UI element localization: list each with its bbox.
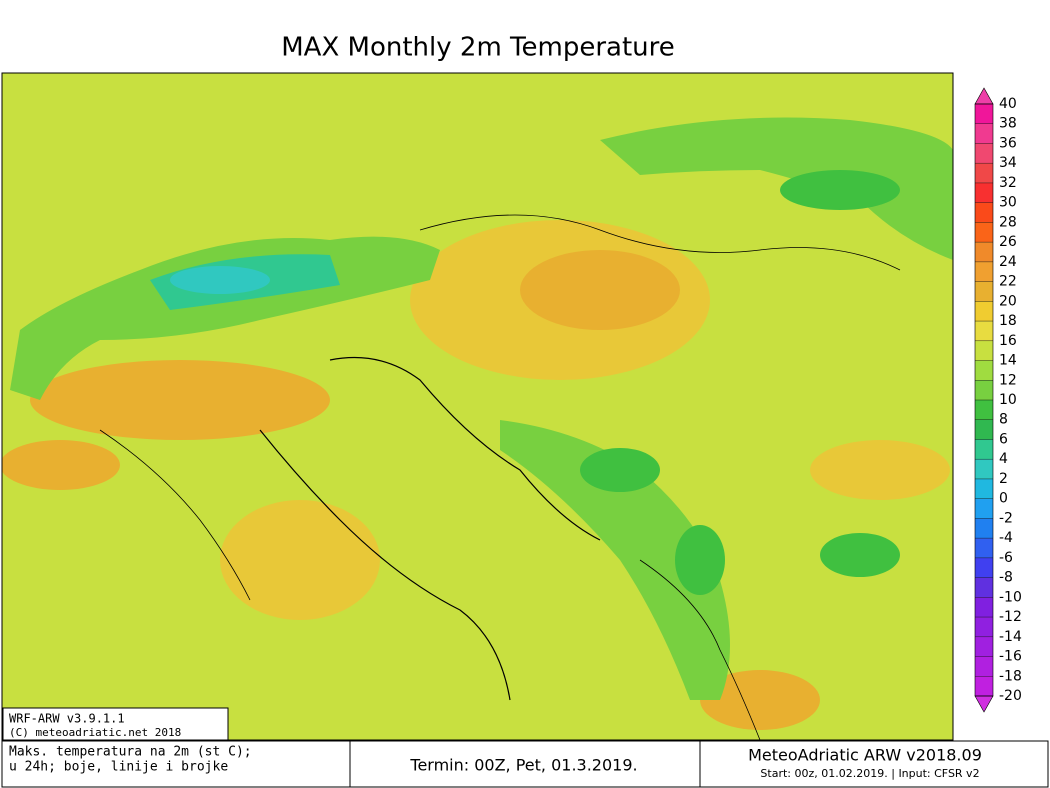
colorbar-band: [975, 360, 993, 381]
field-warm: [220, 500, 380, 620]
colorbar-band: [975, 182, 993, 203]
colorbar-label: 0: [999, 491, 1008, 507]
colorbar-band: [975, 281, 993, 302]
colorbar-label: -2: [999, 510, 1013, 526]
colorbar-band: [975, 321, 993, 341]
colorbar-label: 2: [999, 471, 1008, 487]
colorbar-label: 6: [999, 431, 1008, 447]
brand: MeteoAdriatic ARW v2018.09: [748, 746, 982, 765]
field-cool: [500, 420, 730, 700]
colorbar-band: [975, 636, 993, 657]
field-cold: [170, 266, 270, 294]
colorbar-band: [975, 301, 993, 322]
colorbar-band: [975, 222, 993, 243]
colorbar-label: -6: [999, 550, 1013, 566]
colorbar-label: 12: [999, 372, 1017, 388]
colorbar-band: [975, 439, 993, 460]
title: MAX Monthly 2m Temperature: [281, 33, 675, 63]
model-box: WRF-ARW v3.9.1.1 (C) meteoadriatic.net 2…: [2, 707, 229, 741]
colorbar-band: [975, 242, 993, 262]
colorbar-label: 26: [999, 234, 1017, 250]
field-warm: [810, 440, 950, 500]
colorbar-band: [975, 557, 993, 578]
field-warm: [520, 250, 680, 330]
colorbar-label: -16: [999, 649, 1022, 665]
colorbar-label: 8: [999, 412, 1008, 428]
field-cold: [675, 525, 725, 595]
colorbar-band: [975, 123, 993, 144]
field-warm: [30, 360, 330, 440]
colorbar-label: 30: [999, 195, 1017, 211]
colorbar-label: 20: [999, 293, 1017, 309]
field-cold: [580, 448, 660, 492]
colorbar-label: 38: [999, 116, 1017, 132]
colorbar-band: [975, 163, 993, 183]
coastline: [329, 356, 601, 541]
border: [99, 429, 251, 601]
colorbar-band: [975, 202, 993, 223]
model-box-frame: [2, 707, 229, 741]
colorbar-label: 34: [999, 155, 1017, 171]
colorbar-label: 16: [999, 333, 1017, 349]
colorbar-band: [975, 538, 993, 558]
start-info: Start: 00z, 01.02.2019. | Input: CFSR v2: [760, 767, 979, 780]
termin: Termin: 00Z, Pet, 01.3.2019.: [409, 756, 637, 775]
colorbar-label: 36: [999, 135, 1017, 151]
colorbar-label: -10: [999, 589, 1022, 605]
colorbar-label: -8: [999, 570, 1013, 586]
colorbar-label: 10: [999, 392, 1017, 408]
colorbar-label: 14: [999, 353, 1017, 369]
colorbar: 4038363432302826242220181614121086420-2-…: [974, 87, 1022, 713]
field-cool: [600, 117, 953, 260]
copyright: (C) meteoadriatic.net 2018: [9, 726, 181, 739]
map: [1, 72, 954, 741]
border: [419, 214, 901, 271]
colorbar-band: [975, 104, 993, 124]
footer-frame: [1, 740, 1049, 788]
field-warm: [2, 440, 120, 490]
coastline: [259, 429, 511, 701]
border: [639, 559, 761, 740]
colorbar-label: -12: [999, 609, 1022, 625]
colorbar-band: [975, 143, 993, 164]
colorbar-band: [975, 478, 993, 499]
colorbar-band: [975, 656, 993, 677]
field-cold: [820, 533, 900, 577]
colorbar-label: 18: [999, 313, 1017, 329]
field-warm: [700, 670, 820, 730]
colorbar-label: -4: [999, 530, 1013, 546]
colorbar-label: -14: [999, 629, 1022, 645]
model-version: WRF-ARW v3.9.1.1: [9, 712, 125, 726]
colorbar-label: -18: [999, 668, 1022, 684]
colorbar-band: [975, 577, 993, 598]
colorbar-band: [975, 419, 993, 440]
colorbar-label: -20: [999, 688, 1022, 704]
colorbar-band: [975, 597, 993, 618]
colorbar-label: 24: [999, 254, 1017, 270]
colorbar-label: 4: [999, 451, 1008, 467]
colorbar-label: 22: [999, 274, 1017, 290]
colorbar-band: [975, 261, 993, 282]
map-frame: [1, 72, 954, 741]
colorbar-band: [975, 676, 993, 696]
description: Maks. temperatura na 2m (st C);: [9, 745, 252, 760]
colorbar-band: [975, 459, 993, 479]
colorbar-label: 28: [999, 214, 1017, 230]
colorbar-band: [975, 340, 993, 361]
colorbar-label: 40: [999, 96, 1017, 112]
colorbar-band: [975, 380, 993, 400]
colorbar-band: [975, 518, 993, 539]
field-cold: [780, 170, 900, 210]
colorbar-band: [975, 400, 993, 420]
footer: Maks. temperatura na 2m (st C); u 24h; b…: [1, 740, 1049, 788]
colorbar-band: [975, 498, 993, 519]
description: u 24h; boje, linije i brojke: [9, 760, 228, 775]
colorbar-label: 32: [999, 175, 1017, 191]
colorbar-band: [975, 617, 993, 637]
